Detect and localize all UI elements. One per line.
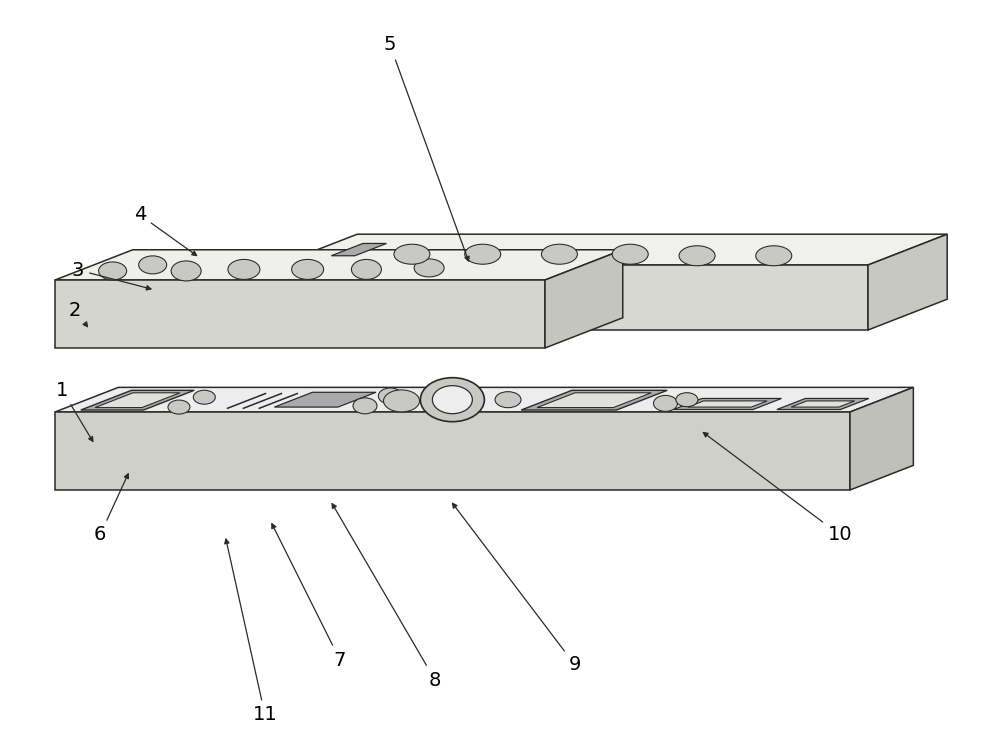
Polygon shape [55, 250, 623, 280]
Ellipse shape [292, 259, 324, 280]
Ellipse shape [420, 378, 484, 422]
Ellipse shape [653, 395, 677, 411]
Polygon shape [55, 280, 545, 348]
Text: 2: 2 [69, 301, 87, 326]
Ellipse shape [541, 244, 577, 264]
Polygon shape [55, 387, 913, 412]
Ellipse shape [193, 390, 215, 404]
Ellipse shape [495, 392, 521, 408]
Text: 3: 3 [72, 261, 151, 290]
Ellipse shape [756, 246, 792, 266]
Polygon shape [545, 250, 623, 348]
Polygon shape [688, 401, 767, 407]
Text: 7: 7 [272, 523, 346, 670]
Polygon shape [521, 390, 667, 410]
Ellipse shape [139, 256, 167, 274]
Ellipse shape [676, 392, 698, 407]
Polygon shape [278, 265, 868, 330]
Polygon shape [55, 412, 850, 490]
Ellipse shape [353, 397, 377, 414]
Polygon shape [278, 234, 947, 265]
Polygon shape [331, 244, 387, 255]
Polygon shape [95, 393, 180, 408]
Ellipse shape [612, 244, 648, 264]
Text: 8: 8 [332, 504, 441, 690]
Text: 9: 9 [453, 504, 581, 674]
Text: 6: 6 [94, 474, 128, 545]
Text: 4: 4 [134, 206, 197, 255]
Polygon shape [868, 234, 947, 330]
Polygon shape [850, 387, 913, 490]
Ellipse shape [168, 400, 190, 414]
Ellipse shape [351, 259, 381, 280]
Polygon shape [791, 401, 855, 407]
Ellipse shape [384, 390, 420, 412]
Polygon shape [81, 390, 194, 410]
Text: 10: 10 [703, 433, 852, 545]
Ellipse shape [171, 261, 201, 281]
Polygon shape [274, 392, 376, 407]
Polygon shape [673, 398, 781, 409]
Ellipse shape [99, 262, 127, 280]
Ellipse shape [228, 259, 260, 280]
Ellipse shape [394, 244, 430, 264]
Ellipse shape [414, 259, 444, 277]
Text: 11: 11 [225, 539, 277, 725]
Text: 1: 1 [56, 381, 93, 441]
Polygon shape [777, 398, 869, 409]
Polygon shape [537, 393, 651, 408]
Ellipse shape [465, 244, 501, 264]
Ellipse shape [378, 388, 402, 404]
Ellipse shape [432, 386, 472, 414]
Ellipse shape [679, 246, 715, 266]
Text: 5: 5 [384, 35, 469, 261]
